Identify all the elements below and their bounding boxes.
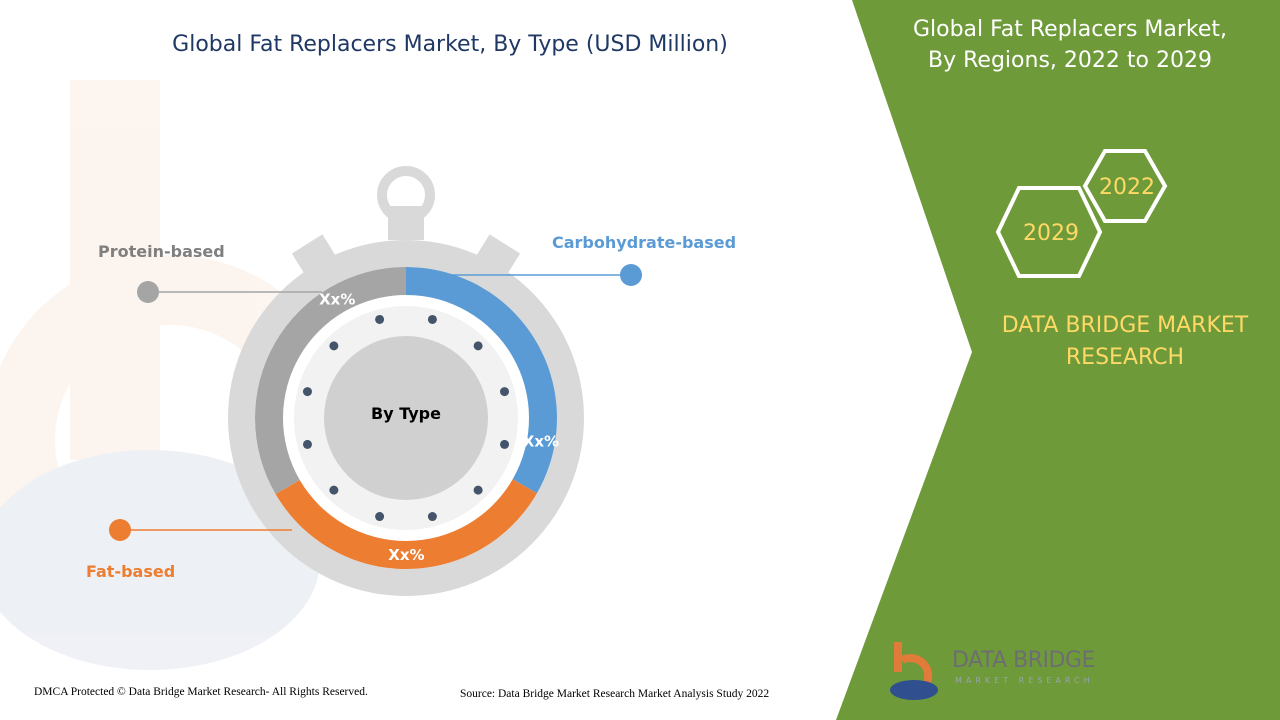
dial-tick-dot (302, 439, 312, 449)
dial-tick-dot (500, 439, 510, 449)
legend-protein-based: Protein-based (98, 242, 225, 261)
protein-marker (137, 281, 159, 303)
watermark-logo (0, 80, 355, 670)
data-bridge-logo-icon (890, 642, 938, 700)
copyright-text: DMCA Protected © Data Bridge Market Rese… (34, 686, 368, 698)
dial-tick-dot (427, 314, 437, 324)
dial-tick-dot (473, 341, 483, 351)
legend-fat-based: Fat-based (86, 562, 176, 581)
fat-marker (109, 519, 131, 541)
segment-label-carbohydrate-based: Xx% (523, 433, 559, 451)
stopwatch-left-button (291, 234, 337, 276)
dial-tick-dot (375, 512, 385, 522)
dial-tick-dot (500, 387, 510, 397)
dial-tick-dot (329, 485, 339, 495)
segment-labels: Xx% Xx% Xx% (319, 290, 559, 564)
center-hub (324, 336, 488, 500)
segment-fat-based (275, 479, 537, 569)
year-start-label: 2022 (1099, 175, 1155, 200)
dial-tick-dot (427, 512, 437, 522)
hexagon-2022-icon (1082, 149, 1168, 223)
logo-name: DATA BRIDGE (952, 648, 1095, 673)
center-label: By Type (371, 404, 441, 423)
legend-carbohydrate-based: Carbohydrate-based (552, 233, 737, 252)
stopwatch-right-button (475, 234, 521, 276)
carbohydrate-marker (620, 264, 642, 286)
dial-tick-dot (329, 341, 339, 351)
dial-tick-dot (375, 314, 385, 324)
segment-carbohydrate-based (406, 267, 557, 494)
segment-label-protein-based: Xx% (319, 290, 355, 308)
brand-line1: DATA BRIDGE MARKET (1001, 313, 1249, 338)
brand-text: DATA BRIDGE MARKET RESEARCH (960, 310, 1280, 374)
hexagon-2029-icon (995, 186, 1103, 278)
segment-protein-based (255, 267, 406, 495)
dial-tick-dot (302, 387, 312, 397)
dial-ticks (302, 314, 510, 522)
side-panel-title-line1: Global Fat Replacers Market, (912, 17, 1228, 42)
stopwatch-crown (388, 206, 424, 240)
legend-leaders (109, 264, 642, 541)
chart-title: Global Fat Replacers Market, By Type (US… (172, 32, 728, 57)
side-panel-title: Global Fat Replacers Market, By Regions,… (880, 14, 1260, 76)
side-panel-title-line2: By Regions, 2022 to 2029 (928, 48, 1212, 73)
dial-tick-dot (473, 485, 483, 495)
segment-label-fat-based: Xx% (388, 546, 424, 564)
source-text: Source: Data Bridge Market Research Mark… (460, 688, 770, 700)
brand-line2: RESEARCH (1065, 345, 1185, 370)
logo-subtitle: MARKET RESEARCH (955, 676, 1094, 685)
year-hexagons: 2022 2029 (995, 149, 1168, 278)
year-end-label: 2029 (1023, 221, 1079, 246)
donut-segments (255, 267, 557, 569)
